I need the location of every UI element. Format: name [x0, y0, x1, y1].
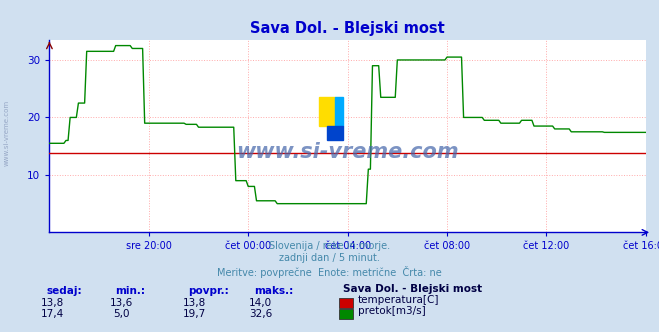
Title: Sava Dol. - Blejski most: Sava Dol. - Blejski most — [250, 21, 445, 36]
Text: sedaj:: sedaj: — [46, 286, 82, 296]
Text: 19,7: 19,7 — [183, 309, 206, 319]
Bar — [335, 97, 343, 126]
Text: 13,8: 13,8 — [41, 298, 65, 308]
Text: 32,6: 32,6 — [248, 309, 272, 319]
Text: 13,8: 13,8 — [183, 298, 206, 308]
Text: pretok[m3/s]: pretok[m3/s] — [358, 306, 426, 316]
Bar — [319, 97, 335, 126]
Text: 5,0: 5,0 — [113, 309, 130, 319]
Text: temperatura[C]: temperatura[C] — [358, 295, 440, 305]
Text: 14,0: 14,0 — [248, 298, 272, 308]
Bar — [327, 126, 343, 140]
Text: povpr.:: povpr.: — [188, 286, 229, 296]
Text: zadnji dan / 5 minut.: zadnji dan / 5 minut. — [279, 253, 380, 263]
Text: Slovenija / reke in morje.: Slovenija / reke in morje. — [269, 241, 390, 251]
Text: maks.:: maks.: — [254, 286, 293, 296]
Text: www.si-vreme.com: www.si-vreme.com — [237, 141, 459, 162]
Text: min.:: min.: — [115, 286, 146, 296]
Text: Sava Dol. - Blejski most: Sava Dol. - Blejski most — [343, 284, 482, 294]
Text: www.si-vreme.com: www.si-vreme.com — [3, 100, 10, 166]
Text: 13,6: 13,6 — [110, 298, 134, 308]
Text: Meritve: povprečne  Enote: metrične  Črta: ne: Meritve: povprečne Enote: metrične Črta:… — [217, 266, 442, 278]
Text: 17,4: 17,4 — [41, 309, 65, 319]
